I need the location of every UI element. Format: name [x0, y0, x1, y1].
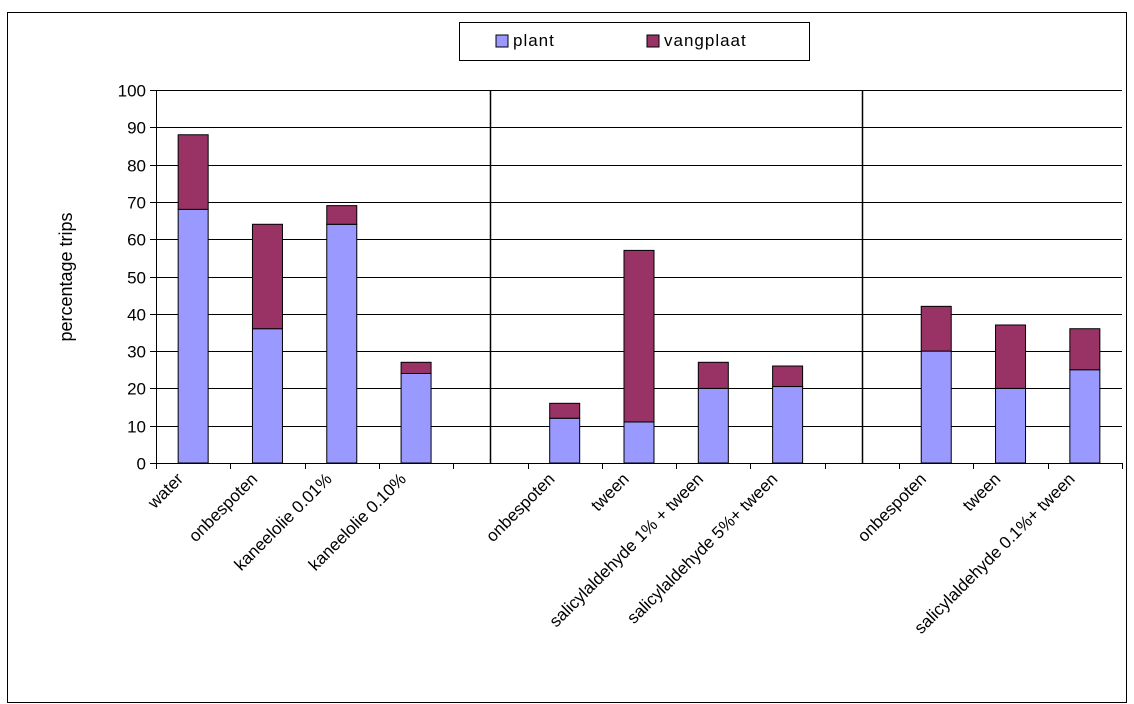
bar-vangplaat	[772, 365, 804, 388]
y-tick-label: 70	[127, 194, 146, 213]
bar-vangplaat	[177, 134, 209, 210]
axes	[150, 90, 1123, 469]
bar-vangplaat	[623, 249, 655, 423]
bar-vangplaat	[920, 305, 952, 352]
bar-plant	[920, 350, 952, 464]
bar-vangplaat	[1069, 328, 1101, 371]
separators	[489, 90, 864, 463]
y-tick-label: 20	[127, 380, 146, 399]
bar-plant	[326, 223, 358, 464]
bar-plant	[549, 417, 581, 464]
legend-box	[459, 22, 810, 61]
legend-swatch-vangplaat	[646, 34, 660, 48]
y-tick-label: 90	[127, 119, 146, 138]
y-tick-label: 40	[127, 306, 146, 325]
legend: plant vangplaat	[459, 22, 810, 61]
bar-plant	[623, 421, 655, 464]
bars	[177, 134, 1101, 464]
bar-plant	[995, 387, 1027, 464]
y-tick-label: 100	[118, 82, 146, 101]
y-tick-label: 0	[137, 455, 146, 474]
y-tick-labels: 0 10 20 30 40 50 60 70 80 90 100	[118, 82, 146, 474]
bar-plant	[251, 328, 283, 464]
bar-vangplaat	[549, 402, 581, 419]
bar-vangplaat	[326, 205, 358, 225]
y-axis-label: percentage trips	[56, 212, 76, 341]
legend-swatch-plant	[495, 34, 509, 48]
bar-plant	[772, 386, 804, 464]
y-tick-label: 10	[127, 418, 146, 437]
bar-plant	[177, 208, 209, 464]
legend-label-vangplaat: vangplaat	[664, 31, 747, 50]
bar-plant	[697, 387, 729, 464]
bar-vangplaat	[995, 324, 1027, 389]
legend-label-plant: plant	[513, 31, 555, 50]
bar-plant	[400, 372, 432, 464]
y-tick-label: 50	[127, 269, 146, 288]
y-tick-label: 80	[127, 157, 146, 176]
y-tick-label: 60	[127, 231, 146, 250]
bar-vangplaat	[251, 223, 283, 330]
gridlines	[156, 90, 1122, 427]
bar-vangplaat	[400, 361, 432, 374]
bar-vangplaat	[697, 361, 729, 389]
y-tick-label: 30	[127, 343, 146, 362]
bar-plant	[1069, 369, 1101, 464]
